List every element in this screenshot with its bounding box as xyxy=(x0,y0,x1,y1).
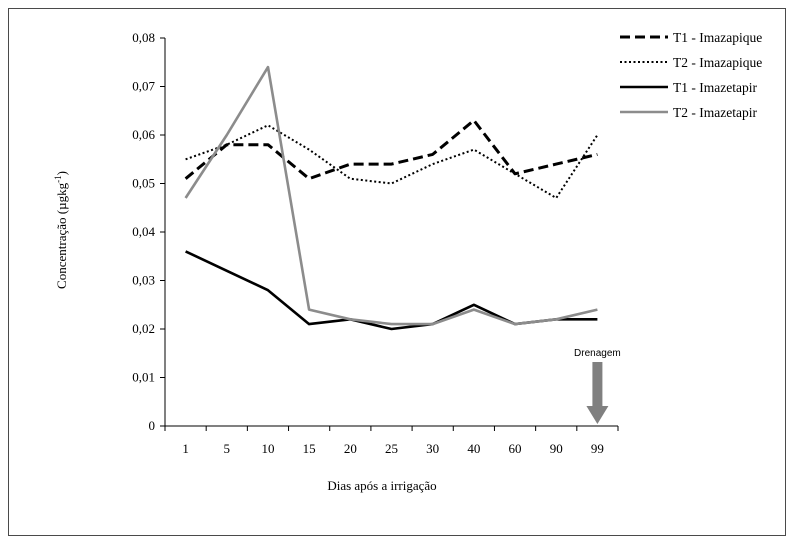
series-line-t1-imazapique xyxy=(184,118,598,181)
y-axis-title-superscript: -1 xyxy=(53,175,63,183)
legend: T1 - Imazapique T2 - Imazapique T1 - Imaze… xyxy=(620,30,762,120)
x-tick-label: 60 xyxy=(509,441,522,456)
y-axis-title-text: Concentração (µgkg xyxy=(54,182,69,289)
legend-label-t2-imazapique: T2 - Imazapique xyxy=(673,55,762,70)
x-tick-label: 5 xyxy=(224,441,231,456)
series-line-t2-imazapique xyxy=(185,124,599,199)
chart-frame xyxy=(8,8,786,536)
y-tick-label: 0,01 xyxy=(132,370,155,385)
y-tick-label: 0,05 xyxy=(132,176,155,191)
x-tick-label: 99 xyxy=(591,441,604,456)
x-tick-label: 25 xyxy=(385,441,398,456)
x-tick-label: 90 xyxy=(550,441,563,456)
legend-label-t1-imazetapir: T1 - Imazetapir xyxy=(673,80,757,95)
x-tick-label: 1 xyxy=(182,441,189,456)
y-tick-label: 0,02 xyxy=(132,321,155,336)
x-tick-label: 10 xyxy=(261,441,274,456)
y-tick-label: 0,07 xyxy=(132,79,155,94)
y-tick-label: 0 xyxy=(149,418,156,433)
legend-label-t2-imazetapir: T2 - Imazetapir xyxy=(673,105,757,120)
x-tick-label: 30 xyxy=(426,441,439,456)
chart-axes xyxy=(160,37,619,431)
legend-label-t1-imazapique: T1 - Imazapique xyxy=(673,30,762,45)
y-tick-label: 0,04 xyxy=(132,224,155,239)
y-tick-labels: 0 0,01 0,02 0,03 0,04 0,05 0,06 0,07 0,08 xyxy=(132,30,155,433)
series-lines xyxy=(184,65,599,331)
series-line-t2-imazetapir xyxy=(184,65,598,326)
x-tick-label: 40 xyxy=(467,441,480,456)
x-tick-label: 20 xyxy=(344,441,357,456)
y-tick-label: 0,03 xyxy=(132,273,155,288)
drainage-annotation: Drenagem xyxy=(574,348,621,424)
down-arrow-icon xyxy=(586,362,609,424)
y-axis-title-close: ) xyxy=(54,171,69,175)
x-tick-labels: 1 5 10 15 20 25 30 40 60 90 99 xyxy=(182,441,604,456)
x-axis-title: Dias após a irrigação xyxy=(327,478,436,493)
y-tick-label: 0,08 xyxy=(132,30,155,45)
series-line-t1-imazetapir xyxy=(185,250,598,331)
y-axis-title: Concentração (µgkg-1) xyxy=(53,171,69,289)
x-tick-label: 15 xyxy=(303,441,316,456)
annotation-label: Drenagem xyxy=(574,348,621,359)
y-tick-label: 0,06 xyxy=(132,127,155,142)
